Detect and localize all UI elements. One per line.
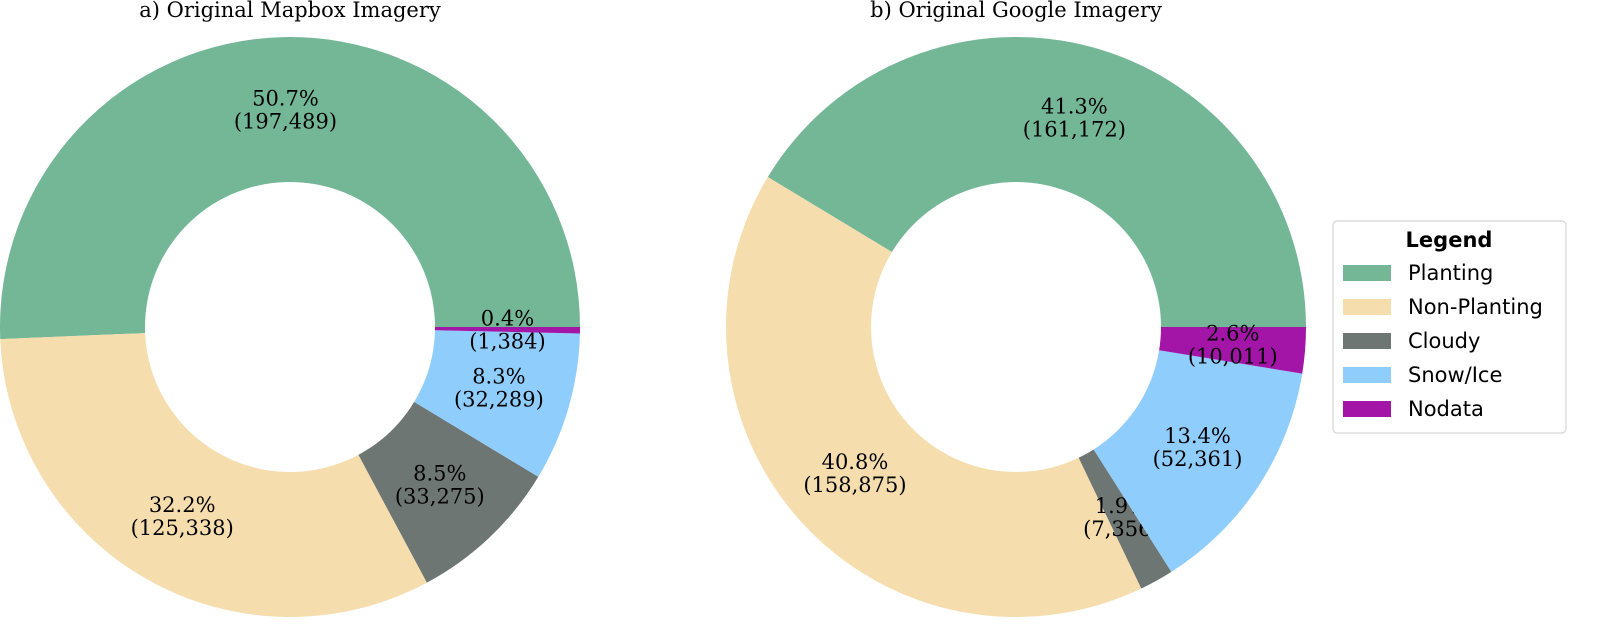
chart-a-slice-snow-ice (414, 330, 580, 477)
chart-a-count-label-cloudy: (33,275) (395, 485, 485, 509)
chart-a-percent-label-planting: 50.7% (252, 87, 319, 111)
chart-b-slice-planting (767, 36, 1306, 327)
legend-swatch-cloudy (1343, 333, 1391, 349)
chart-b-percent-label-non-planting: 40.8% (822, 450, 889, 474)
chart-a-percent-label-cloudy: 8.5% (413, 462, 466, 486)
chart-a-slice-non-planting (0, 333, 427, 617)
chart-b-count-label-non-planting: (158,875) (803, 473, 906, 497)
chart-b-count-label-snow-ice: (52,361) (1153, 447, 1243, 471)
chart-b-count-label-nodata: (10,011) (1188, 345, 1278, 369)
chart-a-title: a) Original Mapbox Imagery (139, 0, 441, 22)
legend-label-cloudy: Cloudy (1408, 329, 1480, 353)
chart-b-slice-cloudy (1078, 449, 1172, 589)
chart-b-title: b) Original Google Imagery (870, 0, 1162, 22)
chart-b-donut: 41.3%(161,172)40.8%(158,875)1.9%(7,356)1… (726, 36, 1306, 617)
chart-a-donut: 50.7%(197,489) 32.2%(125,338) 8.5%(33,275)… (0, 37, 580, 617)
chart-b-percent-label-planting: 41.3% (1041, 94, 1108, 118)
chart-b-percent-label-nodata: 2.6% (1206, 322, 1259, 346)
legend-frame (1332, 220, 1567, 434)
legend-label-planting: Planting (1408, 261, 1493, 285)
chart-a-percent-label-snow-ice: 8.3% (472, 365, 525, 389)
chart-a-percent-label-nodata: 0.4% (481, 306, 534, 330)
legend-swatch-non-planting (1343, 299, 1391, 315)
chart-a-count-label-snow-ice: (32,289) (454, 388, 544, 412)
legend-label-snow-ice: Snow/Ice (1408, 363, 1502, 387)
chart-b-slice-snow-ice (1093, 350, 1303, 572)
chart-a-slice-cloudy (358, 401, 539, 583)
chart-a-count-label-planting: (197,489) (234, 110, 337, 134)
chart-a-slice-planting (0, 37, 580, 340)
chart-a-count-label-non-planting: (125,338) (131, 516, 234, 540)
legend-swatch-planting (1343, 265, 1391, 281)
legend-title: Legend (1406, 228, 1493, 252)
chart-a-slice-nodata (434, 327, 580, 334)
legend-swatch-snow-ice (1343, 367, 1391, 383)
chart-b-slice-non-planting (726, 177, 1142, 617)
legend-label-nodata: Nodata (1408, 397, 1484, 421)
chart-b-percent-label-snow-ice: 13.4% (1164, 424, 1231, 448)
legend-label-non-planting: Non-Planting (1408, 295, 1543, 319)
legend: Legend Planting Non-Planting Cloudy Snow/Ic… (1332, 220, 1567, 434)
legend-swatch-nodata (1343, 401, 1391, 417)
chart-a-count-label-nodata: (1,384) (469, 329, 546, 353)
chart-a-percent-label-non-planting: 32.2% (149, 493, 216, 517)
chart-b-count-label-planting: (161,172) (1023, 117, 1126, 141)
chart-b-slice-nodata (1159, 327, 1306, 374)
